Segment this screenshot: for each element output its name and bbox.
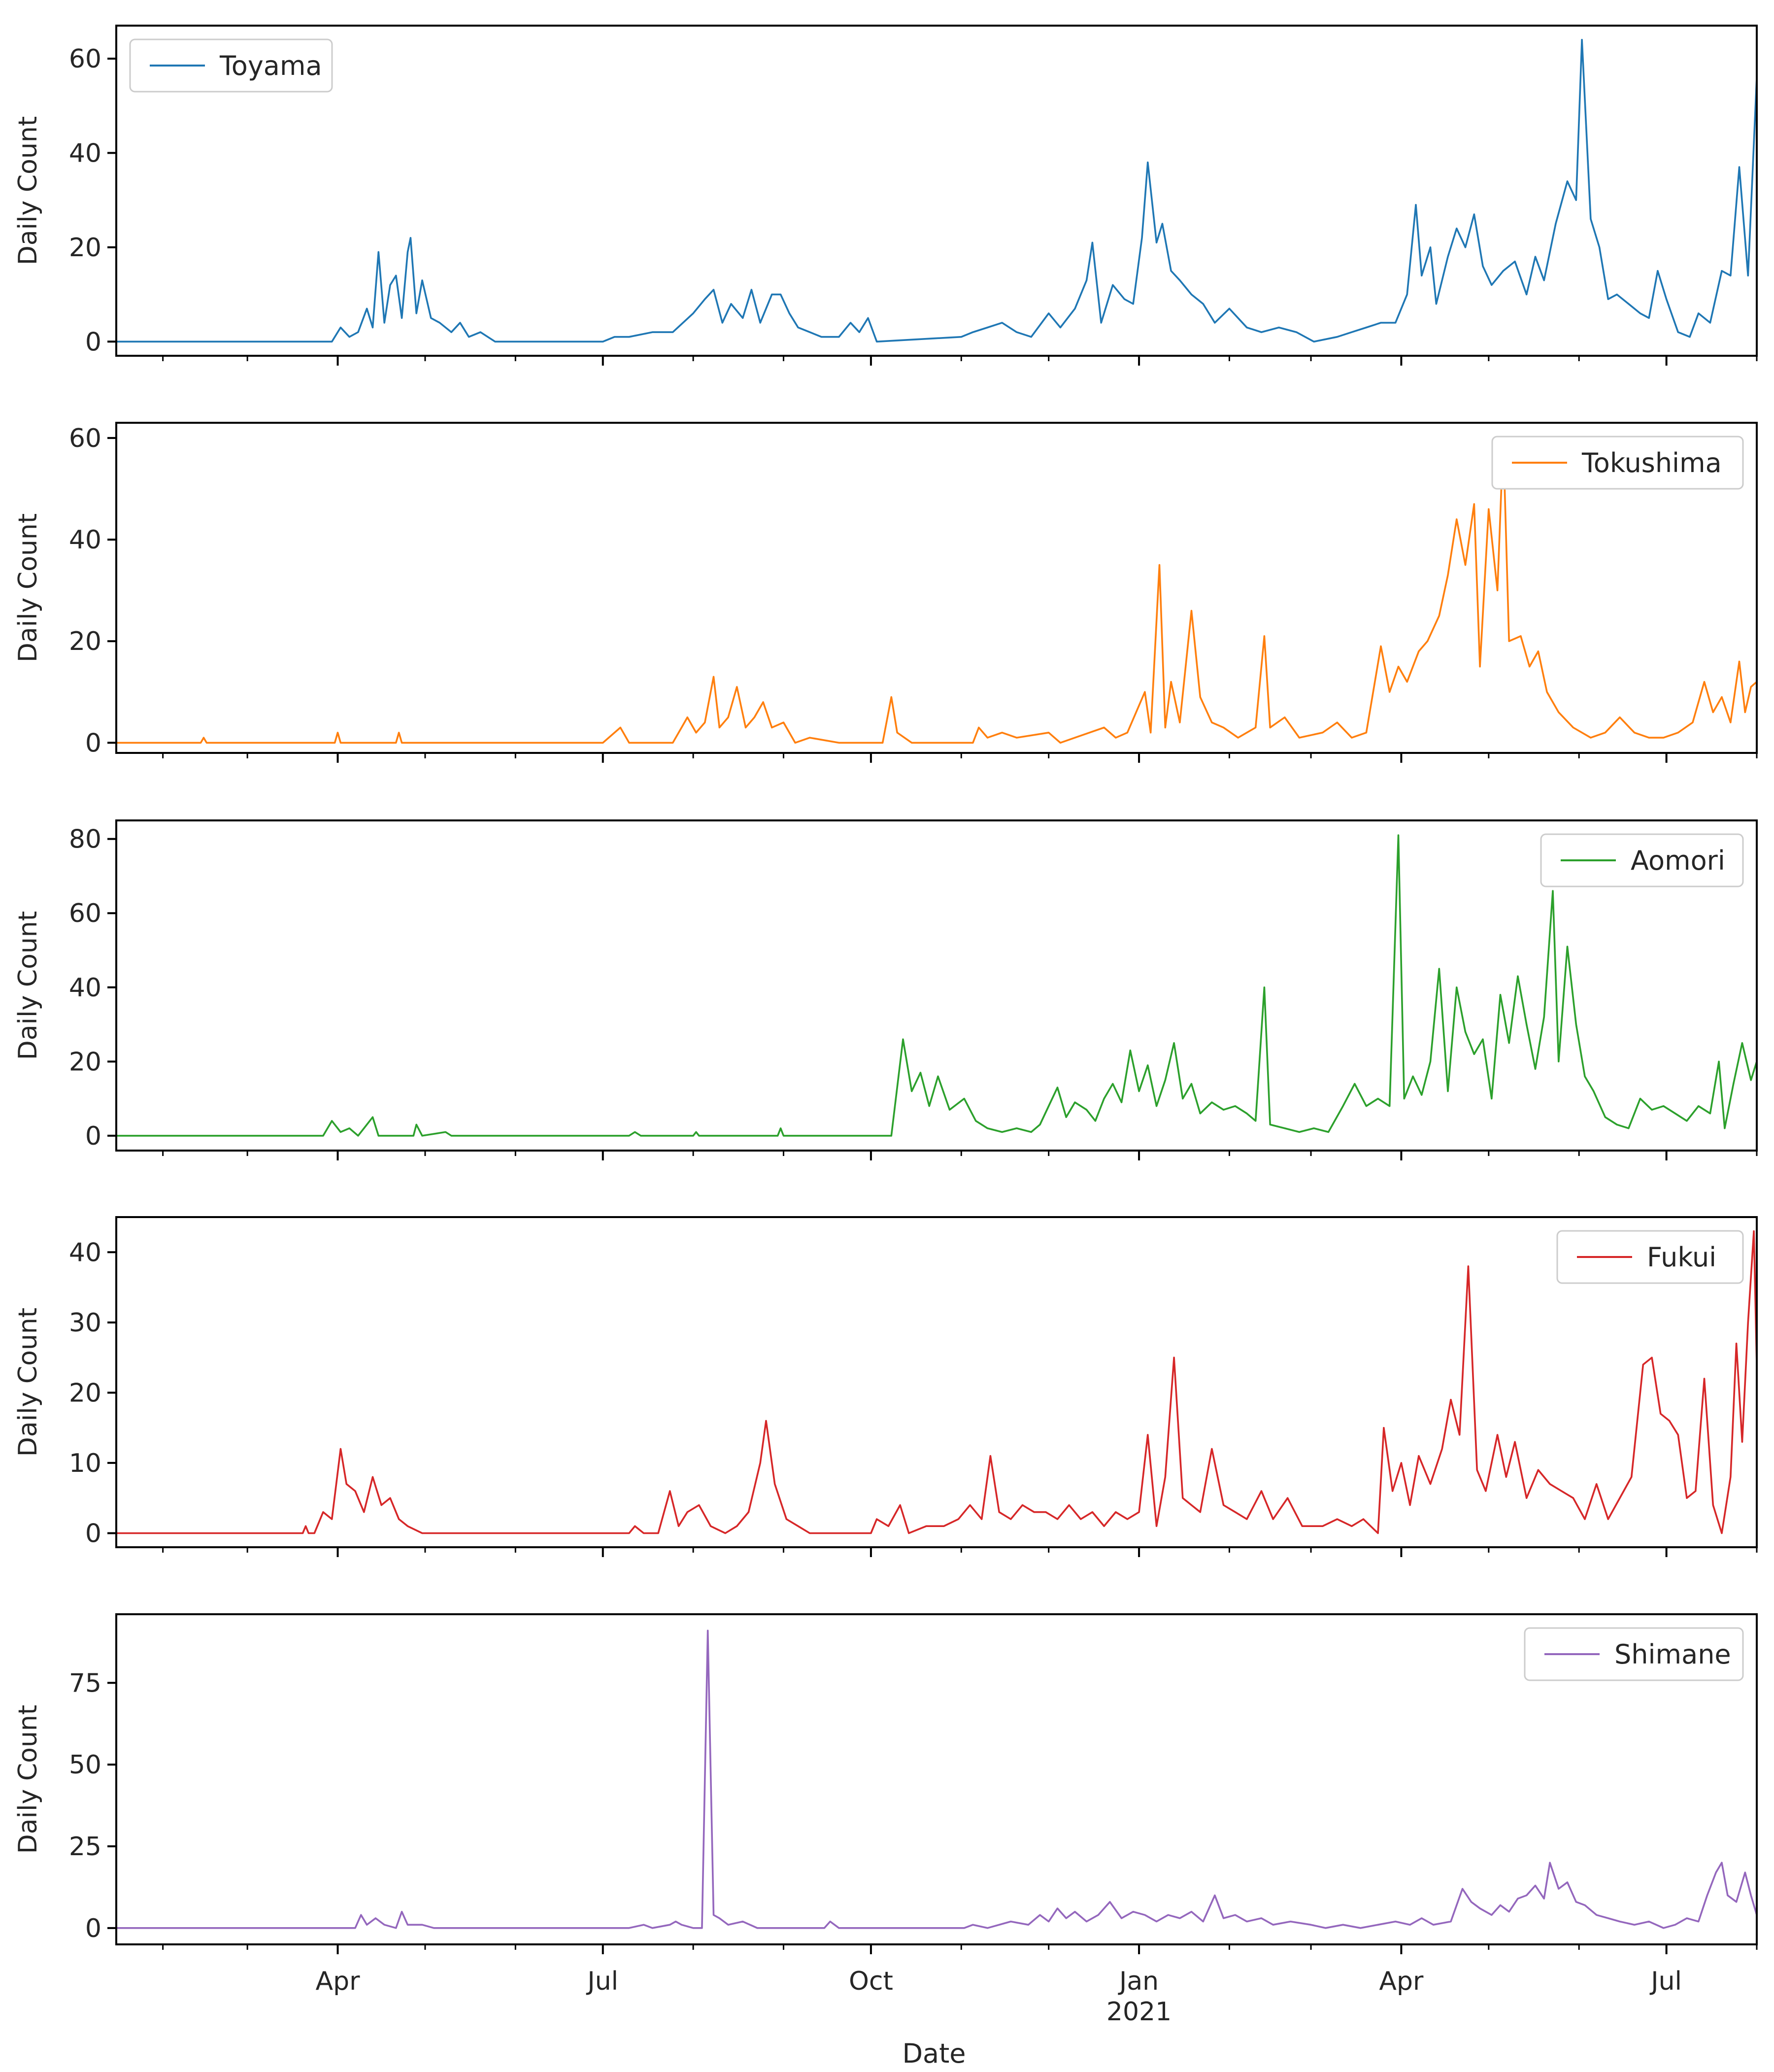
legend: Aomori bbox=[1540, 833, 1744, 887]
legend-box bbox=[1556, 1230, 1744, 1284]
legend-box bbox=[1491, 436, 1744, 490]
x-tick-sublabel: 2021 bbox=[1106, 1997, 1172, 2027]
series-line-aomori bbox=[116, 834, 1758, 1137]
legend-label: Shimane bbox=[1614, 1639, 1731, 1670]
y-axis-label: Daily Count bbox=[13, 116, 43, 266]
legend-box bbox=[1524, 1627, 1744, 1681]
legend-label: Aomori bbox=[1631, 845, 1725, 876]
y-tick-label: 80 bbox=[69, 825, 101, 854]
y-tick-label: 0 bbox=[85, 1121, 101, 1151]
y-axis-label: Daily Count bbox=[13, 1705, 43, 1854]
y-tick-label: 60 bbox=[69, 44, 101, 74]
legend: Toyama bbox=[129, 38, 333, 93]
legend-label: Toyama bbox=[219, 50, 322, 81]
series-line-shimane bbox=[116, 1630, 1758, 1929]
y-tick-label: 40 bbox=[69, 138, 101, 168]
x-tick-label: Apr bbox=[1379, 1967, 1424, 1996]
legend: Shimane bbox=[1524, 1627, 1744, 1681]
y-tick-label: 20 bbox=[69, 233, 101, 263]
legend-box bbox=[1540, 833, 1744, 887]
legend-box bbox=[129, 38, 333, 93]
y-axis-label: Daily Count bbox=[13, 513, 43, 663]
y-tick-label: 25 bbox=[69, 1832, 101, 1862]
y-tick-label: 60 bbox=[69, 899, 101, 928]
legend: Tokushima bbox=[1491, 436, 1744, 490]
x-tick-label: Jan bbox=[1118, 1967, 1159, 1996]
legend-label: Fukui bbox=[1647, 1242, 1716, 1273]
y-tick-label: 10 bbox=[69, 1449, 101, 1478]
axes-frame bbox=[115, 25, 1758, 357]
axes-frame bbox=[115, 422, 1758, 754]
y-tick-label: 30 bbox=[69, 1308, 101, 1338]
series-line-toyama bbox=[116, 38, 1758, 343]
x-tick-label: Apr bbox=[316, 1967, 361, 1996]
x-tick-label: Oct bbox=[849, 1967, 893, 1996]
y-axis-label: Daily Count bbox=[13, 911, 43, 1060]
x-tick-label: Jul bbox=[586, 1967, 618, 1996]
y-tick-label: 0 bbox=[85, 1914, 101, 1943]
y-tick-label: 0 bbox=[85, 327, 101, 357]
y-tick-label: 20 bbox=[69, 1378, 101, 1408]
legend: Fukui bbox=[1556, 1230, 1744, 1284]
y-axis-label: Daily Count bbox=[13, 1308, 43, 1457]
panel-fukui: 0 10 20 30 40 Daily Count Fukui bbox=[13, 1216, 1758, 1557]
y-tick-label: 0 bbox=[85, 728, 101, 758]
panel-tokushima: 0 20 40 60 Daily Count Tokushima bbox=[13, 422, 1758, 763]
series-line-tokushima bbox=[116, 437, 1758, 744]
y-tick-label: 20 bbox=[69, 627, 101, 656]
y-tick-label: 75 bbox=[69, 1668, 101, 1698]
axes-frame bbox=[115, 1216, 1758, 1548]
panel-aomori: 0 20 40 60 80 Daily Count Aomori bbox=[13, 819, 1758, 1160]
y-tick-label: 40 bbox=[69, 973, 101, 1003]
panels: 0 20 40 60 Daily Count Toyama 0 20 40 60 Daily Cou… bbox=[13, 25, 1758, 2027]
y-tick-label: 40 bbox=[69, 525, 101, 555]
panel-toyama: 0 20 40 60 Daily Count Toyama bbox=[13, 25, 1758, 366]
series-line-fukui bbox=[116, 1230, 1758, 1534]
y-tick-label: 0 bbox=[85, 1519, 101, 1548]
y-tick-label: 40 bbox=[69, 1238, 101, 1267]
axes-frame bbox=[115, 1613, 1758, 1945]
y-tick-label: 20 bbox=[69, 1047, 101, 1077]
y-tick-label: 50 bbox=[69, 1750, 101, 1780]
x-tick-label: Jul bbox=[1649, 1967, 1682, 1996]
axes-frame bbox=[115, 819, 1758, 1152]
y-tick-label: 60 bbox=[69, 424, 101, 453]
x-axis-label: Date bbox=[902, 2038, 966, 2069]
legend-label: Tokushima bbox=[1581, 447, 1722, 478]
